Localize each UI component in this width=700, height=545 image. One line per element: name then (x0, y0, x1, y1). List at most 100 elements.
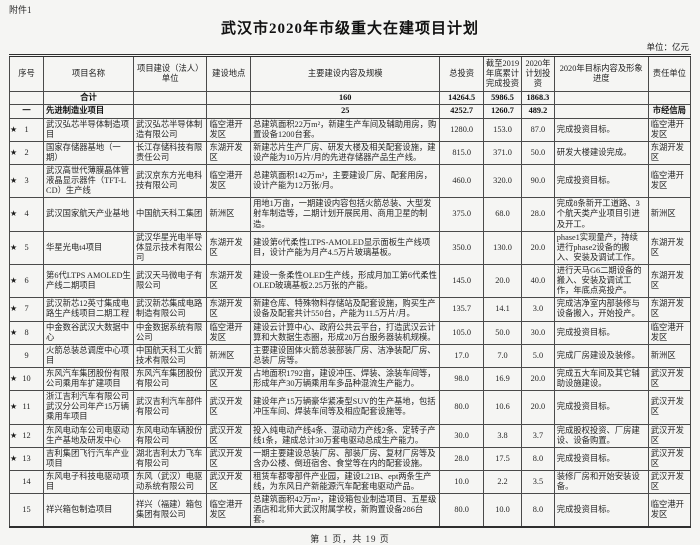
total-investment: 98.0 (439, 366, 484, 392)
target-2020: 完成五大车间及其它辅助设施建设。 (553, 366, 649, 392)
project-unit: 武汉京东方光电科技有限公司 (132, 163, 208, 199)
investment-2019: 2.2 (482, 469, 523, 495)
investment-2019: 371.0 (482, 140, 523, 165)
investment-2019: 130.0 (482, 230, 523, 265)
investment-2019: 7.0 (482, 343, 523, 368)
row-number: 5 (24, 242, 29, 252)
project-name: 武汉弘芯半导体制造项目 (43, 117, 134, 142)
star-icon: ★ (10, 209, 18, 219)
table-row: ★ 6 第6代LTPS AMOLED生产线二期项目 武汉天马微电子有限公司 东湖开… (8, 263, 692, 299)
project-content: 新建仓库、特殊物料存储站及配套设施，购买生产设备及配套共计550台，产能为11.… (250, 297, 441, 322)
project-content: 投入纯电动产线4条、混动动力产线2条、定转子产线1条，建成总计30万套电驱动总成… (250, 423, 441, 448)
section-location-cell (206, 104, 252, 119)
project-content: 总建筑面积22万m²，新建生产车间及辅助用房，购置设备1200台套。 (250, 117, 441, 142)
target-2020: 完成投资目标。 (553, 493, 649, 528)
page-number: 第 1 页，共 19 页 (310, 534, 390, 545)
row-no-cell: 14 (8, 469, 45, 495)
project-unit: 长江存储科技有限责任公司 (132, 140, 208, 165)
responsible-unit: 武汉开发区 (647, 423, 692, 448)
responsible-unit: 临空港开发区 (647, 117, 692, 142)
col-header-name: 项目名称 (43, 54, 134, 93)
plan-2020: 8.0 (521, 493, 555, 528)
project-location: 临空港开发区 (206, 493, 252, 528)
row-number: 4 (24, 209, 29, 219)
responsible-unit: 武汉开发区 (647, 446, 692, 471)
col-header-content: 主要建设内容及规模 (250, 54, 441, 93)
project-location: 东湖开发区 (206, 297, 252, 322)
table-row: 9 火箭总装总调度中心项目 中国航天科工火箭技术有限公司 新洲区 主要建设固体火… (8, 343, 692, 368)
star-icon: ★ (10, 373, 18, 383)
table-row: ★ 5 华星光电t4项目 武汉华星光电半导体显示技术有限公司 东湖开发区 建设第6… (8, 230, 692, 265)
project-content: 新建芯片生产厂房、研发大楼及相关配套设施，建设产能为10万片/月的先进存储器产品… (250, 140, 441, 165)
table-row: ★ 7 武汉新芯12英寸集成电路生产线项目二期工程 武汉新芯集成电路制造有限公司 … (8, 297, 692, 322)
projects-table: 序号 项目名称 项目建设（法人）单位 建设地点 主要建设内容及规模 总投资 截至… (8, 54, 692, 529)
star-icon: ★ (10, 453, 18, 463)
star-icon: ★ (10, 176, 18, 186)
row-no-cell: 15 (8, 493, 45, 528)
project-content: 建设一条柔性OLED生产线，形成月加工第6代柔性OLED玻璃基板2.25万张的产… (250, 263, 441, 299)
row-number: 1 (24, 124, 29, 134)
row-number: 2 (24, 147, 29, 157)
project-content: 总建筑面积142万m²，主要建设厂房、配套用房，设计产能为12万张/月。 (250, 163, 441, 199)
summary-total: 14264.5 (439, 91, 484, 106)
project-unit: 东风电动车辆股份有限公司 (132, 423, 208, 448)
project-location: 武汉开发区 (206, 469, 252, 495)
project-content: 占地面积1792亩，建设冲压、焊装、涂装车间等，形成年产30万辆乘用车多品种混流… (250, 366, 441, 392)
total-investment: 145.0 (439, 263, 484, 299)
project-unit: 东风（武汉）电驱动系统有限公司 (132, 469, 208, 495)
row-number: 12 (22, 430, 31, 440)
responsible-unit: 临空港开发区 (647, 320, 692, 345)
project-name: 东风汽车集团股份有限公司乘用车扩建项目 (43, 366, 134, 392)
row-no-cell: 9 (8, 343, 45, 368)
total-investment: 10.0 (439, 469, 484, 495)
row-number: 8 (24, 327, 29, 337)
col-header-target: 2020年目标内容及形象进度 (553, 54, 649, 93)
target-2020: 进行天马G6二期设备的搬入、安装及调试工作，年底点亮投产。 (553, 263, 649, 299)
row-no-cell: ★ 4 (8, 197, 45, 232)
project-unit: 中国航天科工火箭技术有限公司 (132, 343, 208, 368)
section-label: 先进制造业项目 (43, 104, 134, 119)
project-content: 用地1万亩，一期建设内容包括火箭总装、大型发射车制造等，二期计划开展民用、商用卫… (250, 197, 441, 232)
row-number: 6 (24, 276, 29, 286)
project-name: 中金数谷武汉大数据中心 (43, 320, 134, 345)
responsible-unit: 东湖开发区 (647, 140, 692, 165)
project-name: 华星光电t4项目 (43, 230, 134, 265)
row-number: 15 (22, 505, 31, 515)
section-count: 25 (250, 104, 441, 119)
plan-2020: 20.0 (521, 390, 555, 425)
star-icon: ★ (10, 304, 18, 314)
project-name: 第6代LTPS AMOLED生产线二期项目 (43, 263, 134, 299)
plan-2020: 5.0 (521, 343, 555, 368)
project-unit: 武汉弘芯半导体制造有限公司 (132, 117, 208, 142)
summary-location-cell (206, 91, 252, 106)
target-2020: 装修厂房和开始安装设备。 (553, 469, 649, 495)
col-header-responsible: 责任单位 (647, 54, 692, 93)
star-icon: ★ (10, 402, 18, 412)
row-no-cell: ★ 5 (8, 230, 45, 265)
total-investment: 815.0 (439, 140, 484, 165)
project-location: 临空港开发区 (206, 320, 252, 345)
header-row: 序号 项目名称 项目建设（法人）单位 建设地点 主要建设内容及规模 总投资 截至… (8, 54, 692, 93)
row-number: 10 (22, 374, 31, 383)
plan-2020: 28.0 (521, 197, 555, 232)
plan-2020: 30.0 (521, 320, 555, 345)
row-number: 11 (22, 402, 31, 412)
row-number: 9 (24, 350, 29, 360)
attachment-label: 附件1 (9, 5, 32, 15)
unit-note: 单位：亿元 (646, 42, 689, 52)
responsible-unit: 新洲区 (647, 197, 692, 232)
plan-2020: 40.0 (521, 263, 555, 299)
project-location: 武汉开发区 (206, 390, 252, 425)
row-no-cell: ★ 8 (8, 320, 45, 345)
investment-2019: 10.6 (482, 390, 523, 425)
project-content: 租赁车都零部件产业园，建设L21B、ept两条生产线，为东风日产新能源汽车配套电… (250, 469, 441, 495)
star-icon: ★ (10, 430, 18, 440)
project-content: 主要建设固体火箭总装部装厂房、洁净装配厂房、总装厂房等。 (250, 343, 441, 368)
investment-2019: 3.8 (482, 423, 523, 448)
star-icon: ★ (10, 242, 18, 252)
project-content: 建设云计算中心、政府公共云平台，打造武汉云计算和大数据生态圈，形成20万台服务器… (250, 320, 441, 345)
responsible-unit: 临空港开发区 (647, 493, 692, 528)
row-no-cell: ★ 10 (8, 366, 45, 392)
section-unit-cell (132, 104, 208, 119)
row-no-cell: ★ 2 (8, 140, 45, 165)
